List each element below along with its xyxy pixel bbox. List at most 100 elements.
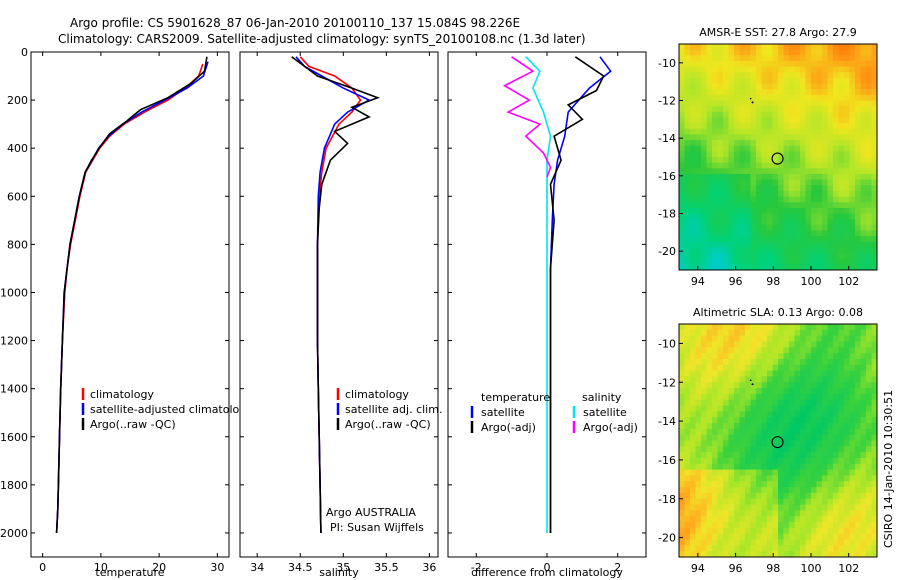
heatmap-cell	[827, 487, 834, 494]
heatmap-cell	[789, 335, 795, 342]
heatmap-cell	[833, 77, 839, 84]
heatmap-cell	[822, 106, 828, 113]
heatmap-cell	[695, 551, 702, 558]
heatmap-cell	[690, 140, 696, 147]
heatmap-cell	[783, 55, 790, 62]
heatmap-cell	[833, 55, 839, 62]
heatmap-cell	[860, 247, 867, 254]
heatmap-cell	[794, 258, 801, 265]
heatmap-cell	[778, 72, 784, 79]
heatmap-cell	[679, 117, 685, 124]
heatmap-cell	[690, 213, 696, 220]
heatmap-cell	[816, 428, 823, 436]
heatmap-cell	[739, 264, 746, 271]
heatmap-cell	[855, 533, 861, 540]
heatmap-cell	[756, 376, 762, 383]
heatmap-cell	[866, 241, 872, 248]
heatmap-cell	[723, 236, 729, 243]
heatmap-cell	[866, 358, 872, 366]
heatmap-cell	[849, 469, 856, 476]
heatmap-cell	[695, 498, 702, 505]
heatmap-cell	[849, 353, 856, 360]
heatmap-cell	[816, 329, 823, 337]
heatmap-cell	[701, 324, 707, 331]
heatmap-cell	[811, 329, 817, 337]
heatmap-cell	[789, 94, 795, 101]
heatmap-cell	[827, 123, 834, 130]
heatmap-cell	[805, 224, 812, 231]
heatmap-cell	[783, 49, 790, 56]
heatmap-cell	[723, 196, 729, 203]
heatmap-cell	[783, 247, 790, 254]
heatmap-cell	[750, 370, 757, 377]
heatmap-cell	[783, 440, 790, 447]
heatmap-cell	[723, 405, 729, 412]
heatmap-cell	[706, 66, 713, 73]
heatmap-cell	[827, 60, 834, 67]
heatmap-cell	[695, 190, 702, 197]
heatmap-cell	[811, 463, 817, 471]
heatmap-cell	[701, 446, 707, 453]
heatmap-cell	[805, 168, 812, 175]
heatmap-cell	[827, 405, 834, 412]
heatmap-cell	[745, 162, 751, 169]
heatmap-cell	[679, 157, 685, 164]
heatmap-cell	[811, 324, 817, 331]
heatmap-cell	[800, 393, 806, 401]
heatmap-cell	[866, 446, 872, 453]
heatmap-cell	[855, 117, 861, 124]
heatmap-cell	[860, 370, 867, 377]
heatmap-cell	[695, 230, 702, 237]
heatmap-cell	[794, 440, 801, 447]
heatmap-cell	[866, 162, 872, 169]
heatmap-cell	[800, 545, 806, 552]
heatmap-cell	[690, 539, 696, 546]
heatmap-cell	[695, 399, 702, 406]
heatmap-cell	[811, 446, 817, 453]
heatmap-cell	[816, 151, 823, 158]
heatmap-cell	[712, 162, 718, 169]
heatmap-cell	[849, 230, 856, 237]
heatmap-cell	[761, 353, 768, 360]
heatmap-cell	[800, 140, 806, 147]
heatmap-cell	[723, 202, 729, 209]
heatmap-cell	[712, 151, 718, 158]
heatmap-cell	[695, 77, 702, 84]
heatmap-cell	[767, 196, 773, 203]
heatmap-cell	[811, 434, 817, 441]
heatmap-cell	[761, 134, 768, 141]
heatmap-cell	[767, 405, 773, 412]
heatmap-cell	[772, 498, 779, 505]
heatmap-cell	[811, 504, 817, 511]
heatmap-cell	[679, 196, 685, 203]
heatmap-cell	[761, 516, 768, 523]
heatmap-cell	[866, 60, 872, 67]
heatmap-cell	[701, 545, 707, 552]
heatmap-cell	[822, 264, 828, 271]
heatmap-cell	[822, 49, 828, 56]
heatmap-cell	[849, 123, 856, 130]
heatmap-cell	[690, 100, 696, 107]
heatmap-cell	[695, 247, 702, 254]
heatmap-cell	[761, 145, 768, 152]
heatmap-cell	[855, 492, 861, 500]
heatmap-cell	[866, 219, 872, 226]
heatmap-cell	[844, 335, 850, 342]
heatmap-cell	[833, 364, 839, 371]
x-tick-label: 100	[801, 562, 822, 575]
heatmap-cell	[772, 516, 779, 523]
heatmap-cell	[855, 335, 861, 342]
heatmap-cell	[750, 376, 757, 383]
heatmap-cell	[695, 452, 702, 459]
heatmap-cell	[811, 60, 817, 67]
heatmap-cell	[866, 388, 872, 395]
heatmap-cell	[745, 236, 751, 243]
heatmap-cell	[816, 230, 823, 237]
heatmap-cell	[838, 60, 845, 67]
heatmap-cell	[734, 516, 740, 523]
heatmap-cell	[739, 492, 746, 500]
heatmap-cell	[783, 545, 790, 552]
heatmap-cell	[866, 247, 872, 254]
heatmap-cell	[745, 60, 751, 67]
heatmap-cell	[844, 66, 850, 73]
